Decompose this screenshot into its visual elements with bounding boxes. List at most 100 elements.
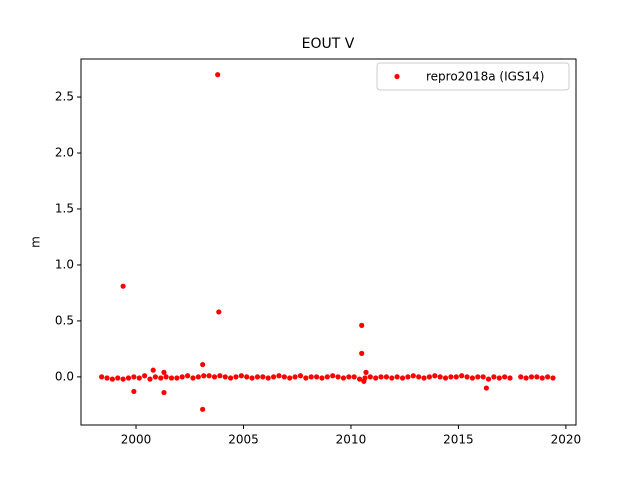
point [475, 374, 481, 380]
point [161, 369, 167, 375]
point [265, 375, 271, 381]
point [244, 374, 250, 380]
point [437, 374, 443, 380]
point [539, 375, 545, 381]
point [453, 374, 459, 380]
point [361, 378, 367, 384]
y-tick-label: 0.5 [55, 313, 74, 327]
point [200, 406, 206, 412]
point [313, 374, 320, 380]
x-tick-label: 2015 [443, 433, 474, 447]
point [99, 374, 105, 380]
point [367, 374, 373, 380]
point [399, 375, 406, 381]
point [545, 374, 551, 380]
x-tick-label: 2000 [121, 433, 152, 447]
point [217, 373, 223, 379]
point [163, 374, 169, 380]
point [464, 374, 470, 380]
point [373, 375, 379, 381]
point [281, 374, 287, 380]
point [432, 373, 438, 379]
point [206, 373, 212, 379]
x-tick-label: 2005 [228, 433, 259, 447]
point [109, 376, 115, 382]
point [534, 374, 540, 380]
point [131, 374, 137, 380]
point [115, 375, 121, 381]
point [158, 375, 164, 381]
point [297, 373, 304, 379]
point [335, 374, 341, 380]
point [287, 375, 293, 381]
point [426, 374, 433, 380]
point [215, 72, 221, 78]
point [502, 374, 508, 380]
point [389, 375, 395, 381]
point [550, 375, 556, 381]
point [496, 375, 502, 381]
point [254, 374, 261, 380]
point [292, 374, 298, 380]
chart-title: EOUT V [302, 36, 355, 52]
point [523, 375, 529, 381]
point [150, 367, 156, 373]
point [195, 374, 201, 380]
point [518, 374, 524, 380]
point [161, 389, 167, 396]
y-axis-label: m [29, 236, 43, 248]
point [319, 375, 325, 381]
point [238, 373, 244, 379]
point [260, 374, 266, 380]
point [383, 374, 390, 380]
point [168, 375, 175, 381]
point [174, 375, 180, 381]
point [249, 375, 255, 381]
point [120, 376, 126, 382]
point [442, 375, 449, 381]
point [270, 374, 277, 380]
point [190, 375, 196, 381]
point [330, 373, 336, 379]
point [405, 374, 411, 380]
point [485, 376, 492, 382]
point [507, 375, 513, 381]
point [179, 374, 185, 380]
y-tick-label: 1.5 [55, 201, 74, 215]
point [152, 374, 158, 380]
point [200, 361, 206, 368]
point [120, 283, 126, 289]
legend-box [376, 62, 570, 91]
point [528, 374, 535, 380]
point [185, 373, 191, 379]
point [483, 385, 489, 391]
point [104, 375, 110, 381]
plot-frame [80, 58, 577, 426]
point [363, 369, 369, 375]
point [233, 374, 239, 380]
y-tick-label: 2.5 [55, 90, 74, 104]
point [394, 374, 400, 380]
y-tick-label: 2.0 [55, 146, 74, 160]
point [480, 374, 486, 380]
point [378, 374, 384, 380]
point [459, 373, 465, 379]
point [421, 375, 427, 381]
x-tick-label: 2010 [336, 433, 367, 447]
point [469, 375, 476, 381]
point [308, 374, 314, 380]
point [227, 375, 234, 381]
y-tick-label: 0.0 [55, 369, 74, 383]
point [351, 374, 357, 380]
point [491, 374, 497, 380]
point [416, 374, 422, 380]
legend-marker [394, 73, 400, 80]
point [201, 373, 207, 379]
point [356, 376, 363, 382]
point [216, 309, 222, 315]
legend-label: repro2018a (IGS14) [426, 70, 544, 84]
point [125, 375, 132, 381]
point [131, 388, 137, 395]
point [142, 373, 148, 379]
